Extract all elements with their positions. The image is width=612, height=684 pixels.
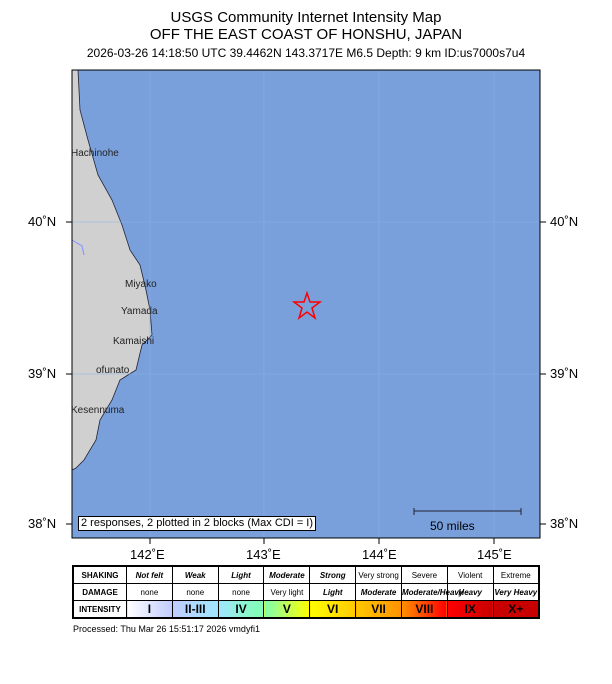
- lat-label: 38˚N: [28, 516, 57, 531]
- region-title: OFF THE EAST COAST OF HONSHU, JAPAN: [149, 26, 463, 43]
- shaking-cell: Severe: [400, 565, 448, 584]
- lat-label: 40˚N: [550, 214, 579, 229]
- city-label: Kesennuma: [71, 405, 125, 416]
- ticks: [66, 221, 546, 544]
- map-frame: [71, 69, 541, 539]
- city-label: Hachinohe: [71, 148, 119, 159]
- shaking-cell: Extreme: [492, 565, 540, 584]
- lon-label: 145˚E: [477, 547, 512, 562]
- city-label: Yamada: [121, 306, 158, 317]
- intensity-cell: VIII: [400, 600, 448, 619]
- map-title: USGS Community Internet Intensity Map: [170, 9, 442, 26]
- damage-cell: Very Heavy: [492, 583, 540, 601]
- damage-cell: Moderate/Heavy: [400, 583, 463, 601]
- intensity-cell: IX: [446, 600, 494, 619]
- processed-timestamp: Processed: Thu Mar 26 15:51:17 2026 vmdy…: [73, 624, 260, 634]
- intensity-row: INTENSITY I II-III IV V VI VII VIII IX X+: [72, 600, 540, 619]
- lon-label: 142˚E: [130, 547, 165, 562]
- intensity-cell: I: [126, 600, 173, 619]
- damage-cell: Light: [309, 583, 357, 601]
- lon-label: 143˚E: [246, 547, 281, 562]
- shaking-cell: Weak: [171, 565, 219, 584]
- graticule: [72, 70, 540, 538]
- scale-bar: [413, 508, 522, 515]
- intensity-map[interactable]: [0, 0, 612, 560]
- shaking-cell: Moderate: [263, 565, 311, 584]
- damage-cell: Moderate: [355, 583, 402, 601]
- event-details: 2026-03-26 14:18:50 UTC 39.4462N 143.371…: [86, 46, 526, 60]
- city-label: ofunato: [96, 365, 130, 376]
- row-label: SHAKING: [72, 565, 127, 584]
- damage-cell: none: [217, 583, 265, 601]
- intensity-cell: V: [263, 600, 311, 619]
- shaking-cell: Not felt: [126, 565, 173, 584]
- land-honshu: [71, 69, 153, 471]
- lat-label: 39˚N: [28, 366, 57, 381]
- river: [71, 239, 85, 256]
- lat-label: 39˚N: [550, 366, 579, 381]
- city-label: Miyako: [125, 279, 157, 290]
- damage-cell: none: [126, 583, 173, 601]
- intensity-cell: VI: [309, 600, 357, 619]
- intensity-cell: II-III: [171, 600, 219, 619]
- epicenter-star-icon[interactable]: [291, 290, 323, 320]
- damage-cell: Very light: [263, 583, 311, 601]
- shaking-cell: Violent: [446, 565, 494, 584]
- shaking-cell: Very strong: [355, 565, 402, 584]
- shaking-cell: Light: [217, 565, 265, 584]
- scale-label: 50 miles: [430, 519, 475, 533]
- damage-row: DAMAGE none none none Very light Light Moderat…: [72, 583, 540, 601]
- intensity-cell: X+: [492, 600, 540, 619]
- shaking-cell: Strong: [309, 565, 357, 584]
- row-label: DAMAGE: [72, 583, 127, 601]
- intensity-legend: SHAKING Not felt Weak Light Moderate Strong Ve…: [72, 565, 540, 619]
- lat-label: 38˚N: [550, 516, 579, 531]
- shaking-row: SHAKING Not felt Weak Light Moderate Strong Ve…: [72, 565, 540, 584]
- city-label: Kamaishi: [113, 336, 155, 347]
- intensity-cell: IV: [217, 600, 265, 619]
- lon-label: 144˚E: [362, 547, 397, 562]
- intensity-cell: VII: [355, 600, 402, 619]
- responses-note: 2 responses, 2 plotted in 2 blocks (Max …: [78, 516, 317, 531]
- lat-label: 40˚N: [28, 214, 57, 229]
- damage-cell: none: [171, 583, 219, 601]
- row-label: INTENSITY: [72, 600, 127, 619]
